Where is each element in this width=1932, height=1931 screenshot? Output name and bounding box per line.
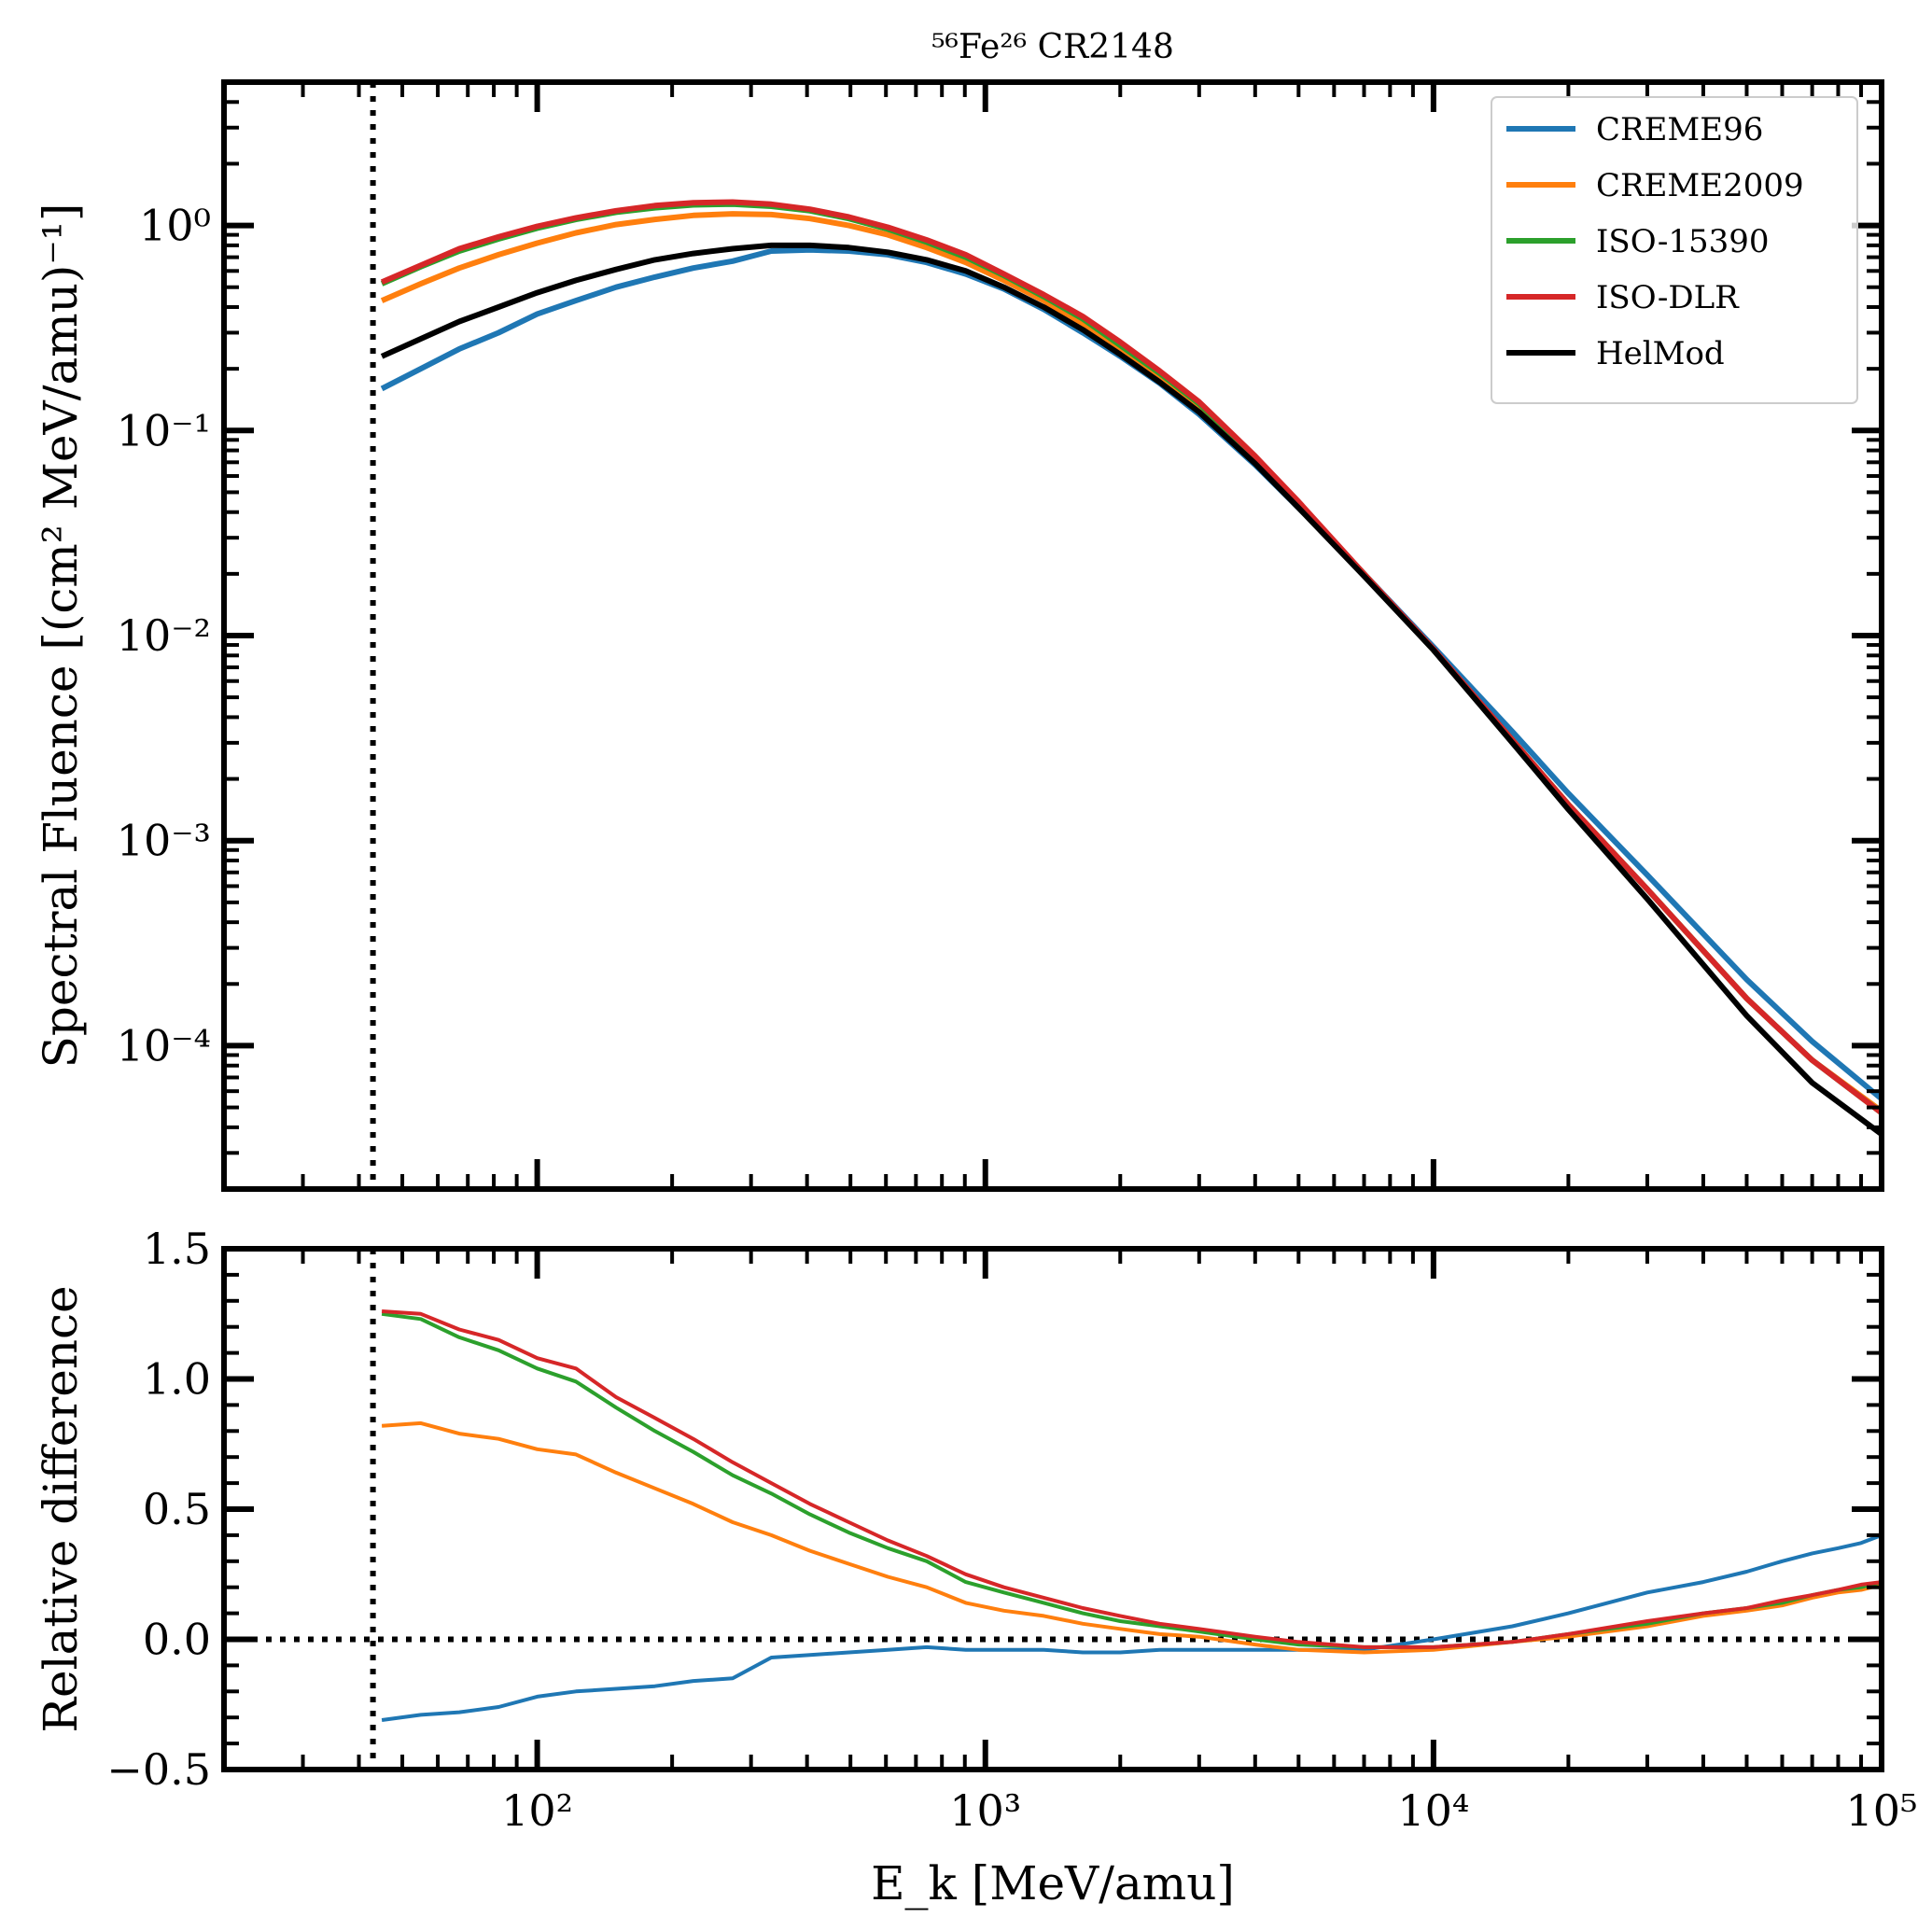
bottom-tick-labels: 10² 10³ 10⁴ 10⁵ −0.5 0.0 0.5 1.0 1.5: [106, 1224, 1917, 1836]
y-tick-label: 10⁻³: [117, 816, 211, 866]
x-tick-label: 10⁴: [1397, 1785, 1469, 1836]
chart-title: ⁵⁶Fe²⁶ CR2148: [931, 28, 1174, 66]
top-tick-labels: 10⁻⁴ 10⁻³ 10⁻² 10⁻¹ 10⁰: [117, 201, 211, 1071]
x-tick-label: 10³: [949, 1785, 1021, 1836]
y-tick-label: −0.5: [106, 1744, 211, 1795]
bottom-ticks: [222, 1246, 1884, 1772]
legend-label: CREME2009: [1596, 167, 1804, 204]
y-tick-label: 10⁻⁴: [117, 1020, 211, 1070]
top-series-group: [370, 82, 1883, 1189]
y-tick-label: 10⁻²: [117, 610, 211, 661]
y-tick-label: 0.5: [143, 1484, 211, 1534]
y-tick-label: 0.0: [143, 1615, 211, 1665]
y-tick-label: 10⁻¹: [117, 405, 211, 455]
x-axis-label: E_k [MeV/amu]: [871, 1856, 1235, 1910]
legend-label: ISO-DLR: [1596, 279, 1740, 316]
legend-label: HelMod: [1596, 335, 1725, 372]
y-tick-label: 1.5: [143, 1224, 211, 1274]
rel-diff-line-iso-15390: [381, 1311, 1883, 1649]
legend-label: ISO-15390: [1596, 223, 1770, 260]
x-tick-label: 10²: [501, 1785, 573, 1836]
top-plot-frame: [221, 79, 1884, 1192]
legend-label: CREME96: [1596, 111, 1763, 148]
legend: CREME96 CREME2009 ISO-15390 ISO-DLR HelMod: [1491, 96, 1858, 404]
x-tick-label: 10⁵: [1846, 1785, 1918, 1836]
bottom-plot-frame: [221, 1246, 1884, 1772]
rel-diff-line-creme96: [381, 1533, 1883, 1722]
rel-diff-line-iso-dlr: [381, 1309, 1883, 1649]
rel-diff-line-creme2009: [381, 1420, 1883, 1655]
legend-box: [1491, 96, 1858, 404]
top-y-axis-label: Spectral Fluence [(cm² MeV/amu)⁻¹]: [34, 203, 88, 1069]
bottom-y-axis-label: Relative difference: [34, 1285, 88, 1732]
top-panel: 10⁻⁴ 10⁻³ 10⁻² 10⁻¹ 10⁰ Spectral Fluence [(c…: [34, 79, 1884, 1192]
bottom-panel: 10² 10³ 10⁴ 10⁵ −0.5 0.0 0.5 1.0 1.5 Relative di…: [34, 1224, 1917, 1910]
y-tick-label: 10⁰: [139, 201, 211, 251]
y-tick-label: 1.0: [143, 1354, 211, 1405]
bottom-series-group: [224, 1249, 1883, 1770]
series-line-helmod: [380, 242, 1883, 1137]
